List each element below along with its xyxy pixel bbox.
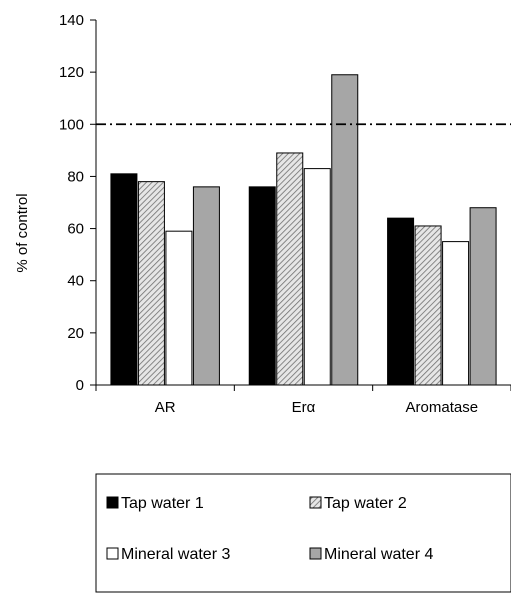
legend-swatch-mineral-water-3 — [106, 547, 119, 560]
legend-box — [95, 473, 511, 593]
bar-Aromatase-mineral-water-4 — [469, 207, 497, 386]
bar-AR-tap-water-2 — [137, 181, 165, 386]
legend-label: Tap water 1 — [121, 495, 204, 512]
legend-label: Mineral water 3 — [121, 546, 230, 563]
y-tick-label: 40 — [67, 273, 84, 290]
bars — [110, 74, 497, 386]
y-tick-label: 120 — [59, 64, 84, 81]
y-tick-label: 60 — [67, 221, 84, 238]
axes — [95, 20, 511, 391]
bar-Erα-tap-water-2 — [276, 152, 304, 386]
bar-AR-mineral-water-3 — [165, 230, 193, 386]
legend-swatch-tap-water-2 — [309, 496, 322, 509]
y-tick-label: 0 — [76, 377, 84, 394]
bar-Aromatase-mineral-water-3 — [442, 241, 470, 386]
y-tick-label: 20 — [67, 325, 84, 342]
legend-label: Mineral water 4 — [324, 546, 433, 563]
bar-Aromatase-tap-water-2 — [414, 225, 442, 386]
y-axis: 0 20 40 60 80 100 120 140 — [59, 12, 96, 394]
y-tick-label: 140 — [59, 12, 84, 29]
legend-swatch-tap-water-1 — [106, 496, 119, 509]
y-tick-label: 80 — [67, 168, 84, 185]
bar-Erα-mineral-water-3 — [303, 168, 331, 386]
category-label: AR — [155, 399, 176, 416]
bar-Aromatase-tap-water-1 — [387, 217, 415, 386]
category-label: Aromatase — [406, 399, 479, 416]
y-axis-label: % of control — [14, 193, 31, 272]
legend-label: Tap water 2 — [324, 495, 407, 512]
bar-AR-mineral-water-4 — [192, 186, 220, 386]
bar-AR-tap-water-1 — [110, 173, 138, 386]
bar-Erα-mineral-water-4 — [331, 74, 359, 386]
legend-swatch-mineral-water-4 — [309, 547, 322, 560]
x-axis: AR Erα Aromatase — [155, 399, 478, 416]
y-tick-label: 100 — [59, 116, 84, 133]
legend: Tap water 1 Tap water 2 Mineral water 3 Min… — [106, 495, 433, 563]
bar-Erα-tap-water-1 — [248, 186, 276, 386]
category-label: Erα — [292, 399, 316, 416]
